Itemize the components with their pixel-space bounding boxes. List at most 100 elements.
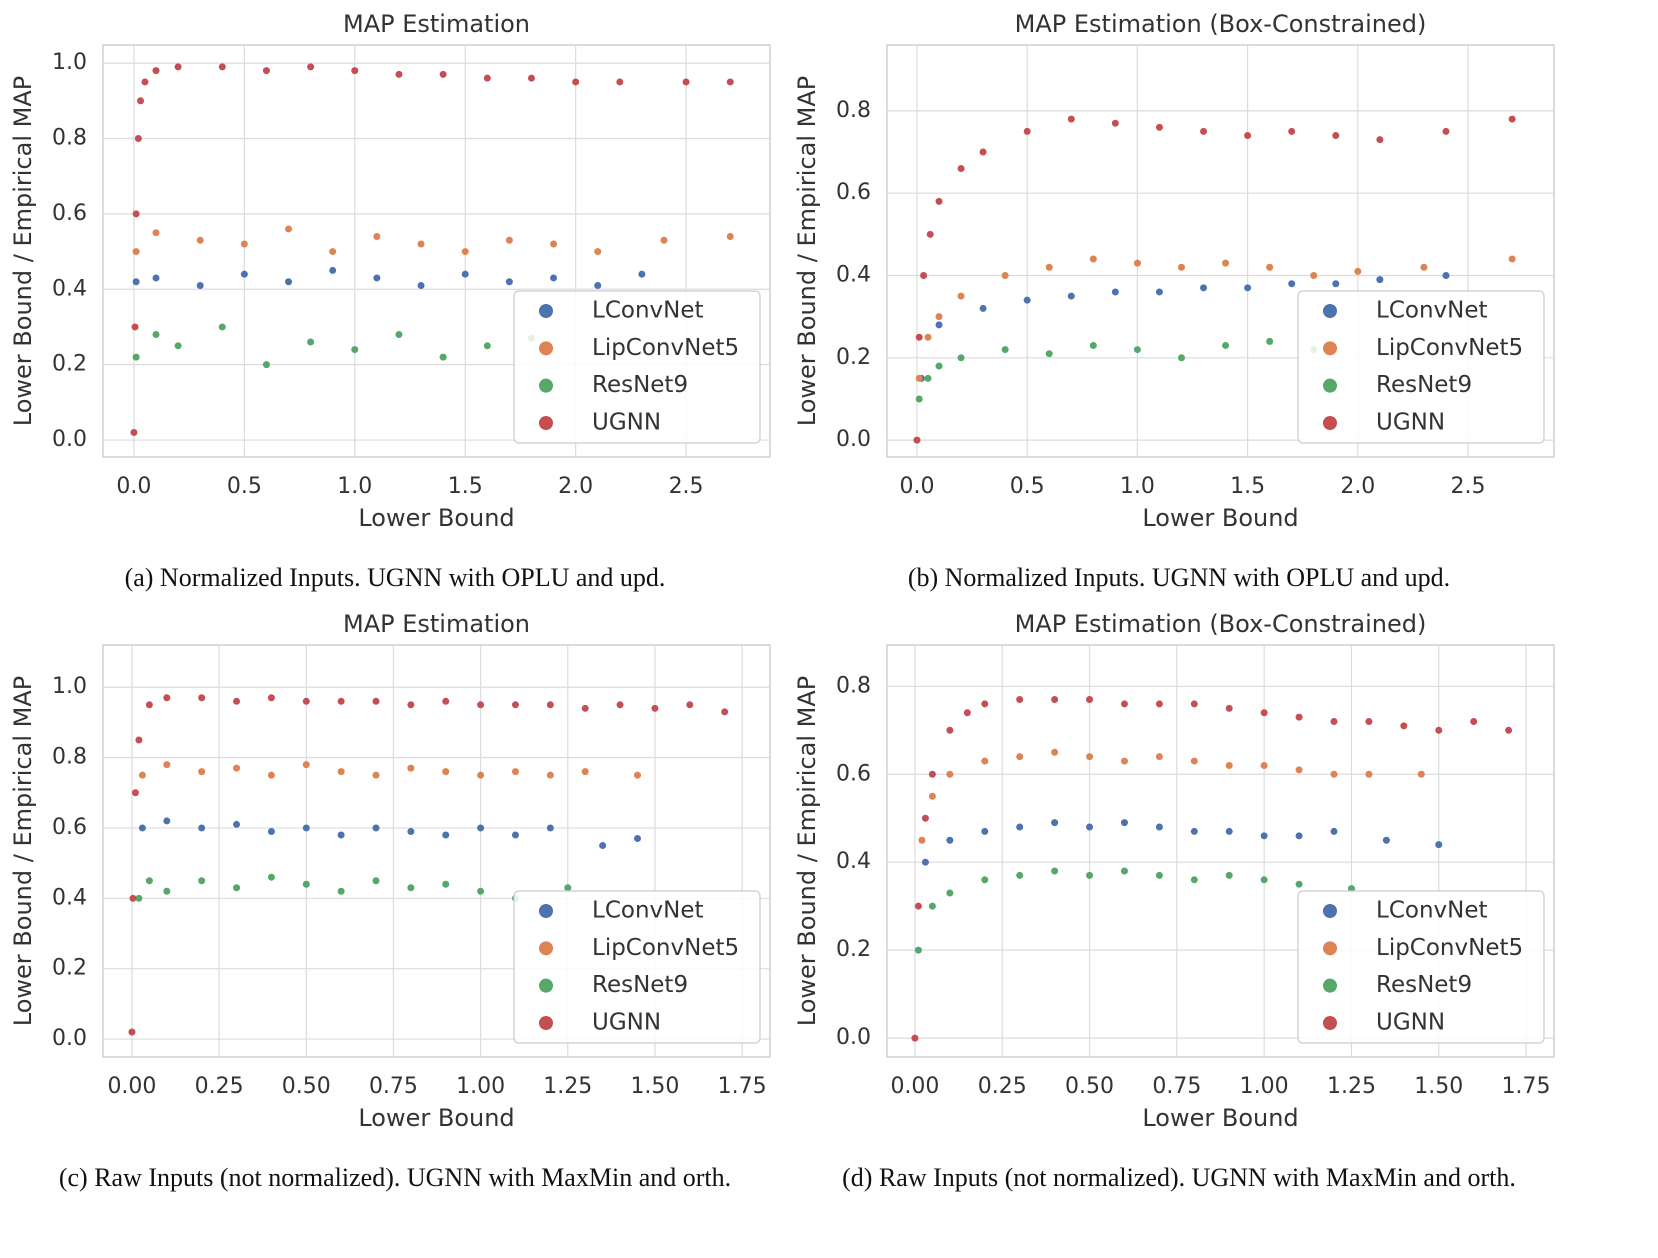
point: [145, 701, 153, 709]
point: [1330, 827, 1338, 835]
x-tick-label: 1.75: [718, 1074, 767, 1099]
legend-label: ResNet9: [1376, 372, 1472, 398]
point: [1508, 115, 1516, 123]
legend-marker: [539, 416, 553, 430]
point: [337, 697, 345, 705]
point: [911, 1034, 919, 1042]
point: [1505, 726, 1513, 734]
point: [1051, 867, 1059, 875]
legend-label: ResNet9: [1376, 972, 1472, 998]
point: [442, 880, 450, 888]
y-tick-label: 0.2: [52, 956, 87, 981]
point: [1086, 871, 1094, 879]
panel: 0.0 0.5 1.0 1.5 2.0 2.5 0.0 0.2 0.4 0.6 0.8 MAP Est…: [793, 10, 1555, 592]
point: [1155, 700, 1163, 708]
point: [132, 248, 140, 256]
point: [1155, 753, 1163, 761]
point: [638, 270, 646, 278]
x-axis-label: Lower Bound: [358, 504, 514, 532]
point: [198, 877, 206, 885]
point: [1177, 354, 1185, 362]
point: [439, 353, 447, 361]
point: [477, 771, 485, 779]
point: [926, 230, 934, 238]
point: [527, 74, 535, 82]
point: [963, 709, 971, 717]
point: [1400, 722, 1408, 730]
point: [135, 736, 143, 744]
legend-label: UGNN: [1376, 1010, 1445, 1036]
point: [1016, 871, 1024, 879]
x-tick-label: 1.0: [337, 474, 372, 499]
point: [131, 323, 139, 331]
point: [163, 887, 171, 895]
point: [1295, 766, 1303, 774]
point: [1120, 700, 1128, 708]
legend-marker: [1323, 304, 1337, 318]
point: [138, 824, 146, 832]
point: [218, 323, 226, 331]
x-tick-label: 0.5: [1010, 474, 1045, 499]
point: [1222, 341, 1230, 349]
point: [979, 304, 987, 312]
x-tick-label: 1.5: [448, 474, 483, 499]
x-tick-label: 0.75: [369, 1074, 418, 1099]
y-tick-label: 0.0: [52, 1026, 87, 1051]
point: [921, 858, 929, 866]
point: [152, 67, 160, 75]
point: [511, 701, 519, 709]
point: [1330, 718, 1338, 726]
caption: (b) Normalized Inputs. UGNN with OPLU an…: [908, 563, 1450, 592]
point: [682, 78, 690, 86]
point: [442, 831, 450, 839]
point: [946, 770, 954, 778]
point: [1365, 718, 1373, 726]
x-axis-label: Lower Bound: [1142, 504, 1298, 532]
point: [337, 887, 345, 895]
point: [1365, 770, 1373, 778]
x-tick-label: 0.25: [195, 1074, 244, 1099]
point: [599, 842, 607, 850]
point: [337, 831, 345, 839]
point: [1225, 827, 1233, 835]
point: [307, 63, 315, 71]
point: [141, 78, 149, 86]
legend-marker: [1323, 378, 1337, 393]
point: [1225, 704, 1233, 712]
point: [1190, 700, 1198, 708]
point: [1260, 876, 1268, 884]
point: [174, 342, 182, 350]
point: [1260, 709, 1268, 717]
point: [915, 333, 923, 341]
x-tick-label: 1.75: [1502, 1074, 1551, 1099]
point: [957, 354, 965, 362]
x-tick-label: 0.00: [890, 1074, 939, 1099]
point: [550, 240, 558, 248]
x-tick-label: 2.0: [1340, 474, 1375, 499]
point: [1288, 280, 1296, 288]
point: [546, 701, 554, 709]
point: [267, 771, 275, 779]
legend-label: UGNN: [592, 1010, 661, 1036]
point: [1354, 267, 1362, 275]
point: [581, 768, 589, 776]
point: [477, 887, 485, 895]
point: [262, 361, 270, 369]
point: [351, 67, 359, 75]
point: [1508, 255, 1516, 263]
x-tick-label: 1.00: [1240, 1074, 1289, 1099]
y-tick-label: 0.8: [52, 745, 87, 770]
point: [1332, 280, 1340, 288]
point: [1295, 713, 1303, 721]
point: [1016, 753, 1024, 761]
point: [132, 353, 140, 361]
panel: 0.0 0.5 1.0 1.5 2.0 2.5 0.0 0.2 0.4 0.6 0.8 1.0 MAP …: [9, 10, 771, 592]
chart-title: MAP Estimation: [343, 610, 530, 638]
legend-marker: [1323, 904, 1337, 918]
point: [1155, 871, 1163, 879]
legend-marker: [539, 378, 553, 393]
point: [152, 274, 160, 282]
point: [442, 697, 450, 705]
legend-label: LipConvNet5: [1376, 935, 1523, 961]
point: [1089, 341, 1097, 349]
